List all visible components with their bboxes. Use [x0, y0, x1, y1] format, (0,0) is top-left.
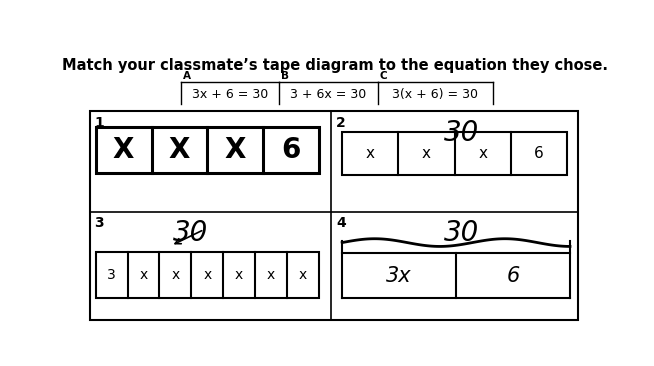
Text: x: x [139, 268, 148, 282]
Text: 30: 30 [444, 119, 479, 147]
Text: 3x: 3x [387, 266, 412, 286]
Text: X: X [224, 136, 246, 164]
Text: 6: 6 [506, 266, 520, 286]
Text: x: x [203, 268, 211, 282]
Text: C: C [379, 71, 387, 81]
Text: 3 + 6x = 30: 3 + 6x = 30 [290, 88, 367, 101]
Text: 1: 1 [94, 116, 104, 130]
Text: x: x [171, 268, 180, 282]
Text: x: x [422, 146, 431, 161]
Text: 3: 3 [107, 268, 116, 282]
Text: 4: 4 [336, 216, 346, 231]
Text: 3: 3 [94, 216, 104, 231]
Text: B: B [281, 71, 289, 81]
Text: x: x [366, 146, 375, 161]
Text: Match your classmate’s tape diagram to the equation they chose.: Match your classmate’s tape diagram to t… [62, 58, 608, 73]
Text: X: X [113, 136, 134, 164]
Text: x: x [235, 268, 243, 282]
Text: 3x + 6 = 30: 3x + 6 = 30 [192, 88, 268, 101]
Text: 6: 6 [534, 146, 543, 161]
Bar [95, 252, 319, 298]
Bar [90, 111, 577, 320]
Text: 30: 30 [173, 220, 208, 247]
Text: 30: 30 [444, 220, 479, 247]
Bar [95, 127, 319, 173]
Text: 3(x + 6) = 30: 3(x + 6) = 30 [392, 88, 478, 101]
Bar [342, 132, 567, 175]
Text: x: x [299, 268, 307, 282]
Text: 6: 6 [281, 136, 301, 164]
Text: x: x [267, 268, 275, 282]
Text: x: x [478, 146, 487, 161]
Text: X: X [169, 136, 190, 164]
Text: 2: 2 [336, 116, 346, 130]
Text: A: A [182, 71, 190, 81]
